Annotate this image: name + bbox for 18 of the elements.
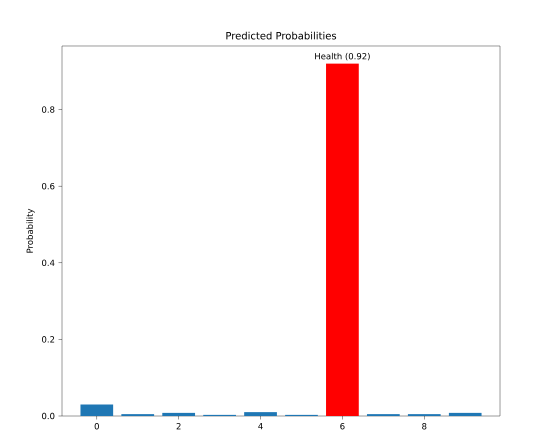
y-axis-title: Probability (26, 208, 35, 253)
y-tick-label: 0.0 (42, 412, 54, 420)
chart-title: Predicted Probabilities (226, 32, 336, 40)
y-tick-label: 0.4 (42, 260, 54, 266)
bar (162, 412, 196, 416)
annotation: Health (0.92) (315, 52, 370, 60)
x-tick-label: 0 (94, 423, 99, 430)
x-tick-label: 6 (340, 423, 345, 430)
bar (80, 404, 114, 416)
y-tick-label: 0.8 (42, 106, 54, 113)
x-tick-label: 4 (258, 423, 263, 430)
y-tick-label: 0.2 (42, 336, 54, 343)
bar (448, 412, 482, 416)
x-tick-label: 8 (422, 423, 426, 430)
y-tick-label: 0.6 (42, 182, 54, 190)
x-tick-label: 2 (176, 423, 181, 430)
bar (326, 64, 359, 416)
bar (244, 412, 277, 416)
